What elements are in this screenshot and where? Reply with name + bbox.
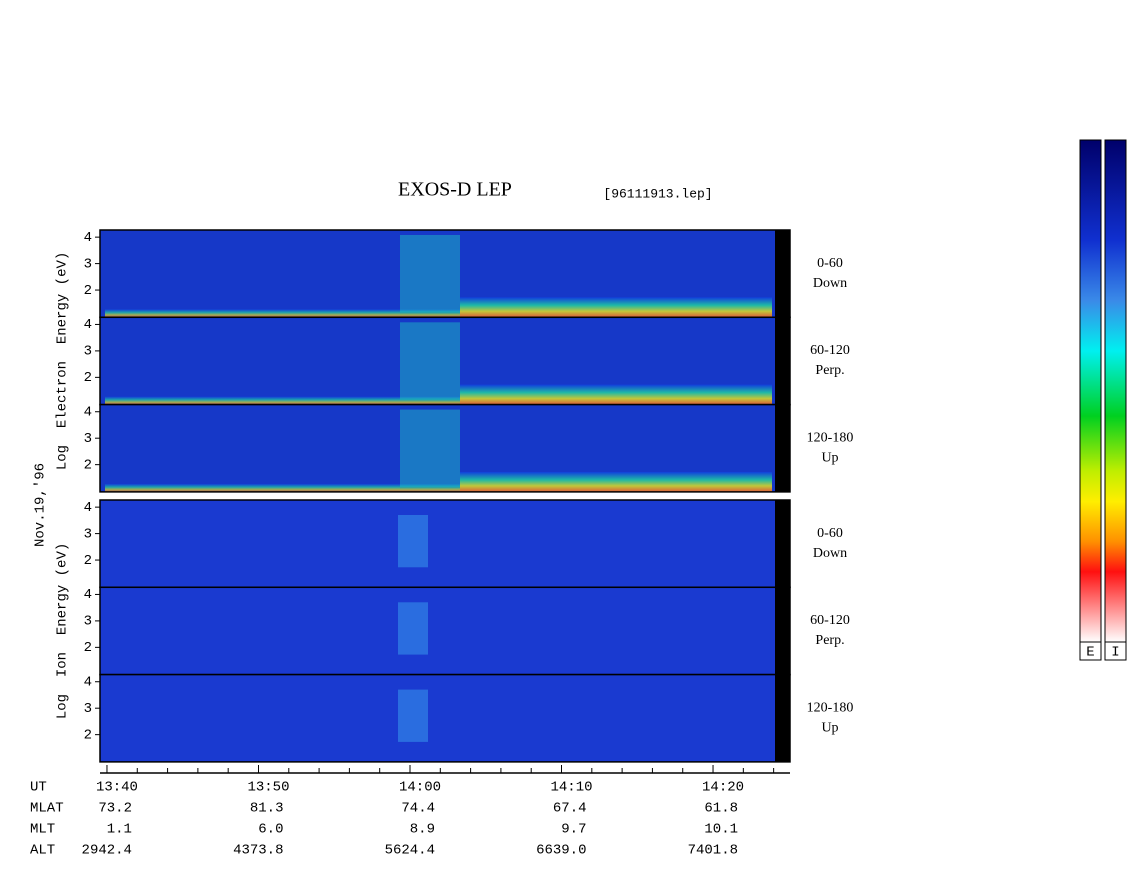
spectrogram-band (460, 297, 772, 318)
spectrogram-burst (400, 235, 460, 313)
channel-angle: 60-120 (810, 343, 850, 358)
colorbar (1104, 139, 1127, 643)
ephemeris-value: 7401.8 (688, 843, 738, 859)
y-axis-label: Log Ion Energy (eV) (55, 543, 71, 719)
channel-direction: Perp. (815, 633, 844, 648)
y-tick-label: 2 (84, 283, 92, 299)
channel-direction: Up (821, 450, 838, 465)
ephemeris-value: 6.0 (258, 822, 283, 838)
spectrogram-burst (398, 515, 428, 568)
spectrogram-band (105, 396, 460, 405)
y-axis-label: Log Electron Energy (eV) (55, 252, 71, 470)
channel-direction: Down (813, 546, 847, 561)
y-tick-label: 2 (84, 370, 92, 386)
spectrogram-burst (398, 689, 428, 742)
y-tick-label: 3 (84, 701, 92, 717)
ephemeris-row-label: ALT (30, 843, 55, 859)
ephemeris-value: 74.4 (401, 801, 435, 817)
panel-frame (99, 673, 791, 763)
spectrogram-panel (100, 674, 775, 762)
channel-direction: Up (821, 720, 838, 735)
colorbar-label-box (1104, 641, 1127, 661)
x-tick-label: 14:20 (702, 780, 744, 796)
y-tick-label: 4 (84, 587, 92, 603)
spectrogram-band (105, 483, 460, 492)
date-label: Nov.19,'96 (33, 463, 49, 547)
colorbar (1079, 139, 1102, 643)
spectrogram-band (460, 471, 772, 492)
ephemeris-value: 5624.4 (385, 843, 435, 859)
y-tick-label: 3 (84, 431, 92, 447)
data-gap (775, 500, 790, 588)
spectrogram-panel (100, 500, 775, 588)
x-tick-label: 14:00 (399, 780, 441, 796)
channel-angle: 60-120 (810, 613, 850, 628)
y-tick-label: 2 (84, 640, 92, 656)
ephemeris-row-label: MLAT (30, 801, 64, 817)
y-tick-label: 2 (84, 553, 92, 569)
y-tick-label: 3 (84, 614, 92, 630)
data-gap (775, 587, 790, 675)
y-tick-label: 4 (84, 230, 92, 246)
ephemeris-value: 9.7 (561, 822, 586, 838)
spectrogram-band (460, 384, 772, 405)
ephemeris-value: 61.8 (704, 801, 738, 817)
data-gap (775, 674, 790, 762)
ephemeris-value: 67.4 (553, 801, 587, 817)
spectrogram-burst (400, 409, 460, 487)
y-tick-label: 3 (84, 256, 92, 272)
ephemeris-value: 8.9 (410, 822, 435, 838)
data-gap (775, 230, 790, 318)
y-tick-label: 4 (84, 404, 92, 420)
channel-angle: 0-60 (817, 256, 843, 271)
y-tick-label: 4 (84, 500, 92, 516)
panel-frame (99, 403, 791, 493)
spectrogram-burst (398, 602, 428, 655)
channel-angle: 120-180 (807, 430, 854, 445)
y-tick-label: 2 (84, 457, 92, 473)
ephemeris-value: 1.1 (107, 822, 132, 838)
x-tick-label: 14:10 (551, 780, 593, 796)
data-gap (775, 404, 790, 492)
colorbar-label: I (1111, 645, 1119, 661)
y-tick-label: 4 (84, 674, 92, 690)
ephemeris-row-label: MLT (30, 822, 55, 838)
ephemeris-value: 6639.0 (536, 843, 586, 859)
spectrogram-burst (400, 322, 460, 400)
ephemeris-value: 81.3 (250, 801, 284, 817)
y-tick-label: 4 (84, 317, 92, 333)
x-tick-label: 13:50 (247, 780, 289, 796)
ephemeris-value: 73.2 (98, 801, 132, 817)
channel-direction: Down (813, 276, 847, 291)
colorbar-label: E (1086, 645, 1094, 661)
x-tick-label: 13:40 (96, 780, 138, 796)
channel-angle: 0-60 (817, 526, 843, 541)
y-tick-label: 2 (84, 727, 92, 743)
colorbar-label-box (1079, 641, 1102, 661)
ephemeris-row-label: UT (30, 780, 47, 796)
ephemeris-value: 4373.8 (233, 843, 283, 859)
channel-angle: 120-180 (807, 700, 854, 715)
spectrogram-panel (100, 587, 775, 675)
chart-title: EXOS-D LEP (398, 179, 512, 201)
y-tick-label: 3 (84, 526, 92, 542)
y-tick-label: 3 (84, 344, 92, 360)
ephemeris-value: 2942.4 (82, 843, 132, 859)
channel-direction: Perp. (815, 363, 844, 378)
ephemeris-value: 10.1 (704, 822, 738, 838)
spectrogram-band (105, 309, 460, 318)
file-name: [96111913.lep] (603, 186, 712, 201)
data-gap (775, 317, 790, 405)
